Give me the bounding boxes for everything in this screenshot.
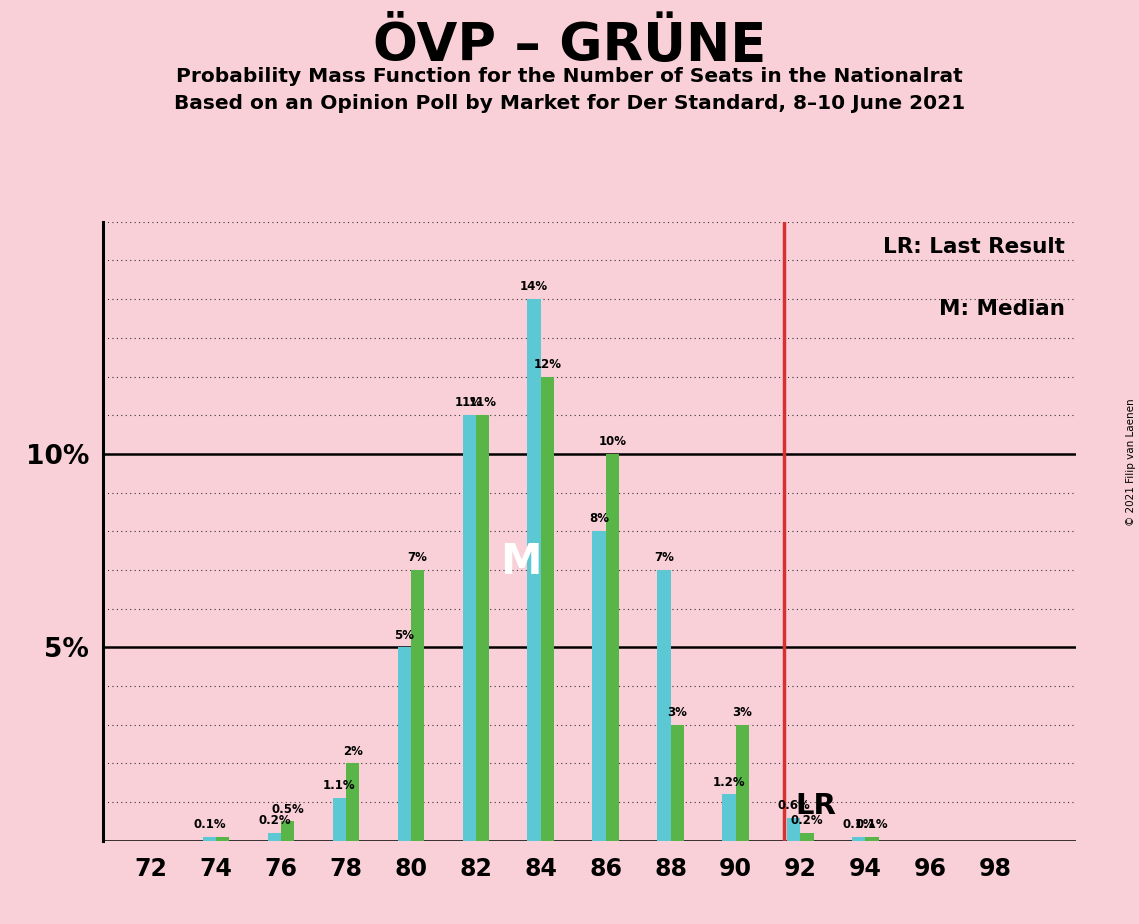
Text: © 2021 Filip van Laenen: © 2021 Filip van Laenen [1125,398,1136,526]
Bar [736,724,748,841]
Text: LR: LR [795,792,836,820]
Bar [398,648,411,841]
Bar [606,454,618,841]
Text: 3%: 3% [667,706,687,719]
Text: Probability Mass Function for the Number of Seats in the Nationalrat: Probability Mass Function for the Number… [177,67,962,86]
Bar [722,795,736,841]
Text: 0.1%: 0.1% [194,818,226,832]
Text: 3%: 3% [732,706,752,719]
Text: 2%: 2% [343,745,362,758]
Text: 7%: 7% [654,552,674,565]
Bar [281,821,294,841]
Bar [852,837,866,841]
Bar [346,763,359,841]
Text: LR: Last Result: LR: Last Result [883,237,1065,257]
Bar [541,377,554,841]
Text: 5%: 5% [394,628,415,641]
Bar [787,818,801,841]
Text: 12%: 12% [533,358,562,371]
Text: 0.2%: 0.2% [790,814,823,827]
Bar [592,531,606,841]
Text: 1.1%: 1.1% [323,780,355,793]
Text: 1.2%: 1.2% [713,775,745,788]
Bar [462,415,476,841]
Text: 0.2%: 0.2% [259,814,290,827]
Bar [411,570,424,841]
Bar [203,837,216,841]
Bar [476,415,489,841]
Bar [657,570,671,841]
Text: ÖVP – GRÜNE: ÖVP – GRÜNE [372,20,767,72]
Text: 11%: 11% [456,396,483,409]
Bar [671,724,683,841]
Bar [801,833,813,841]
Bar [333,798,346,841]
Bar [527,299,541,841]
Text: 10%: 10% [598,435,626,448]
Text: 0.1%: 0.1% [843,818,875,832]
Text: M: Median: M: Median [939,299,1065,319]
Text: 8%: 8% [589,513,609,526]
Bar [268,833,281,841]
Bar [216,837,229,841]
Text: 0.5%: 0.5% [271,803,304,816]
Text: 14%: 14% [521,280,548,293]
Text: 11%: 11% [468,396,497,409]
Text: 7%: 7% [408,552,427,565]
Text: M: M [500,541,542,583]
Text: 0.1%: 0.1% [855,818,888,832]
Text: Based on an Opinion Poll by Market for Der Standard, 8–10 June 2021: Based on an Opinion Poll by Market for D… [174,94,965,114]
Text: 0.6%: 0.6% [778,799,810,812]
Bar [866,837,878,841]
